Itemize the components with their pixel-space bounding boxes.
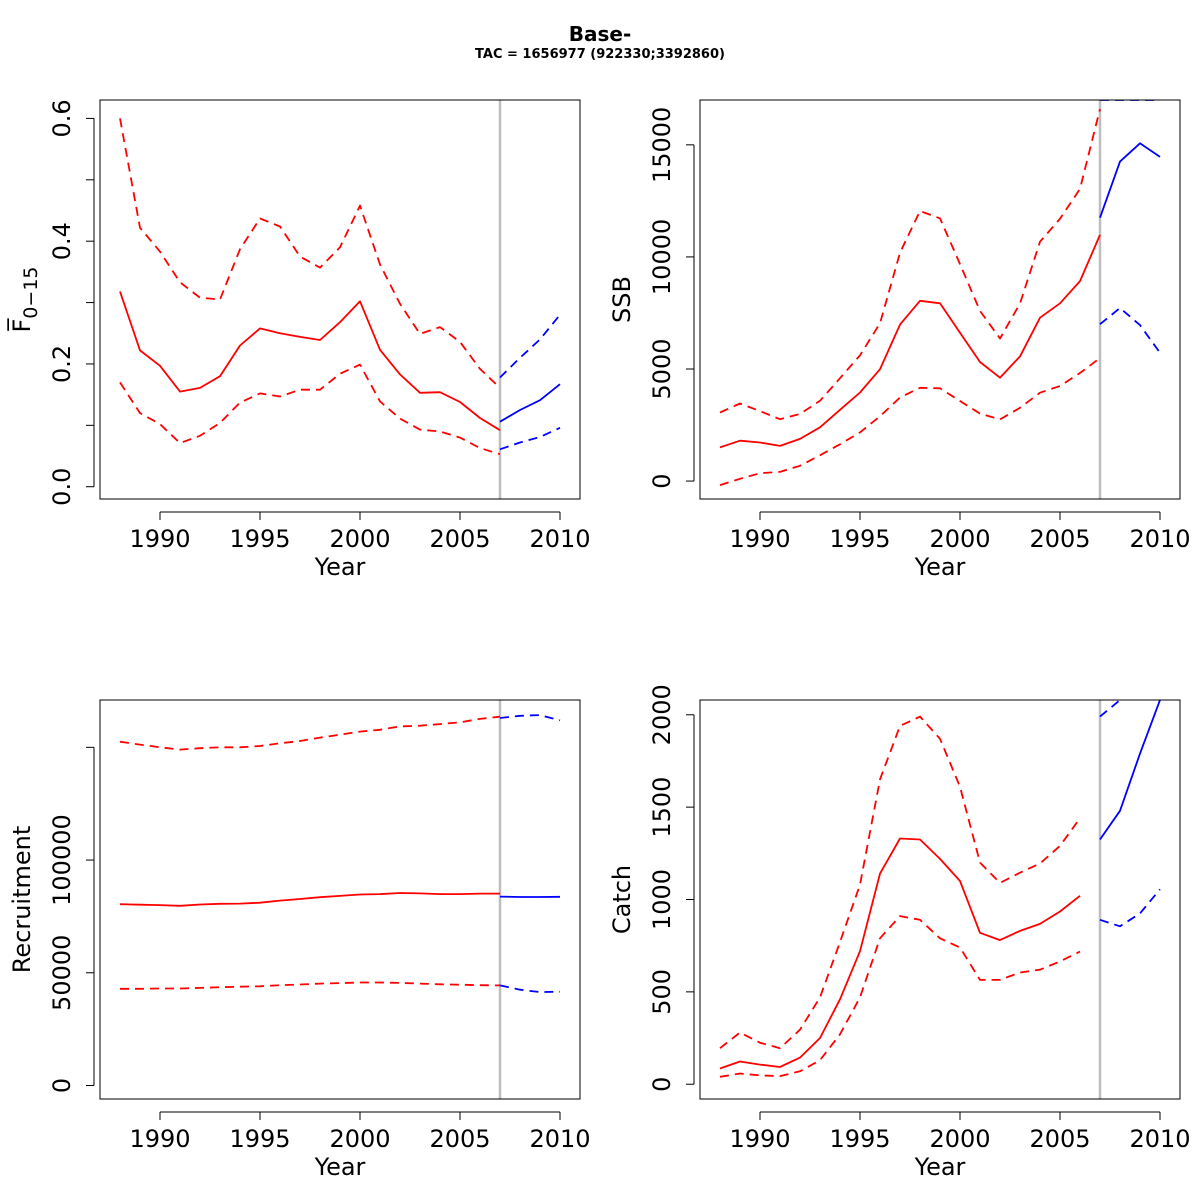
series-projection-lower [1099, 307, 1161, 354]
panel-top-right: 1990 1995 2000 2005 2010 Year 0 5000 10000 15000 S… [608, 99, 1191, 581]
plot-frame [99, 699, 581, 1100]
y-tick-label: 500 [648, 969, 676, 1015]
x-tick-label: 1990 [729, 525, 790, 553]
y-axis-label: F̅0−15 [7, 267, 42, 333]
x-axis-label: Year [914, 1153, 966, 1181]
series-history-lower [119, 363, 501, 456]
series-projection-upper [499, 314, 561, 379]
x-tick-label: 1995 [829, 1125, 890, 1153]
series-projection-median [499, 383, 561, 423]
series-projection-median [1099, 700, 1161, 841]
x-tick-label: 2010 [1129, 525, 1190, 553]
x-tick-label: 1990 [729, 1125, 790, 1153]
series-projection-upper [499, 714, 561, 722]
x-axis-label: Year [914, 553, 966, 581]
x-tick-label: 2000 [929, 525, 990, 553]
series-history-upper [719, 715, 1081, 1050]
y-tick-label: 2000 [648, 684, 676, 745]
plot-area [119, 100, 561, 499]
x-tick-label: 1990 [129, 1125, 190, 1153]
series-history-upper [119, 715, 501, 751]
y-tick-label: 15000 [648, 107, 676, 183]
plot-frame [699, 699, 1181, 1100]
y-tick-label: 10000 [648, 219, 676, 295]
x-axis-label: Year [314, 553, 366, 581]
y-tick-label: 0.0 [48, 468, 76, 506]
panel-top-left: 1990 1995 2000 2005 2010 Year 0.0 0.2 0.4 0.6 F̅0−… [7, 99, 591, 581]
y-tick-label: 0 [648, 473, 676, 488]
y-axis-label: Recruitment [8, 826, 36, 973]
x-tick-label: 2000 [329, 525, 390, 553]
plot-frame [699, 99, 1181, 500]
x-tick-label: 2010 [1129, 1125, 1190, 1153]
panel-bottom-left: 1990 1995 2000 2005 2010 Year 0 50000 100000 Recr… [8, 699, 591, 1181]
series-history-median [719, 837, 1081, 1070]
y-axis-label: Catch [608, 865, 636, 934]
x-tick-label: 1995 [829, 525, 890, 553]
x-tick-label: 2010 [529, 1125, 590, 1153]
series-history-median [119, 291, 501, 431]
series-projection-lower [1099, 888, 1161, 928]
y-axis-label-subscript: 0−15 [20, 267, 42, 319]
y-tick-label: 0.6 [48, 99, 76, 137]
series-projection-lower [499, 426, 561, 451]
x-tick-label: 2005 [1029, 1125, 1090, 1153]
series-history-median [719, 234, 1101, 449]
y-axis-label: SSB [608, 276, 636, 323]
series-history-lower [719, 915, 1081, 1078]
series-projection-median [1099, 142, 1161, 219]
series-history-upper [119, 118, 501, 389]
y-tick-label: 5000 [648, 338, 676, 399]
y-tick-label: 1000 [648, 869, 676, 930]
series-history-lower [120, 981, 501, 990]
plot-area [119, 700, 561, 1099]
chart-subtitle: TAC = 1656977 (922330;3392860) [475, 47, 725, 62]
y-tick-label: 0.2 [48, 345, 76, 383]
plot-area [719, 700, 1161, 1099]
x-tick-label: 2010 [529, 525, 590, 553]
series-history-upper [719, 108, 1101, 421]
x-axis-label: Year [314, 1153, 366, 1181]
plot-area [719, 100, 1161, 499]
x-tick-label: 2005 [1029, 525, 1090, 553]
y-tick-label: 50000 [48, 935, 76, 1011]
series-history-lower [719, 357, 1101, 486]
x-tick-label: 1990 [129, 525, 190, 553]
y-tick-label: 0.4 [48, 222, 76, 260]
y-tick-label: 0 [48, 1078, 76, 1093]
x-tick-label: 1995 [229, 525, 290, 553]
x-tick-label: 2005 [429, 1125, 490, 1153]
series-history-median [119, 892, 500, 907]
x-tick-label: 1995 [229, 1125, 290, 1153]
plot-frame [99, 99, 581, 500]
panel-bottom-right: 1990 1995 2000 2005 2010 Year 0 500 1000 1500 2000… [608, 684, 1191, 1181]
x-tick-label: 2000 [929, 1125, 990, 1153]
x-tick-label: 2000 [329, 1125, 390, 1153]
series-projection-lower [499, 984, 561, 993]
chart-title: Base- [568, 22, 632, 46]
series-projection-upper [1099, 700, 1121, 718]
x-tick-label: 2005 [429, 525, 490, 553]
y-tick-label: 0 [648, 1077, 676, 1092]
y-tick-label: 1500 [648, 777, 676, 838]
y-tick-label: 100000 [48, 814, 76, 906]
